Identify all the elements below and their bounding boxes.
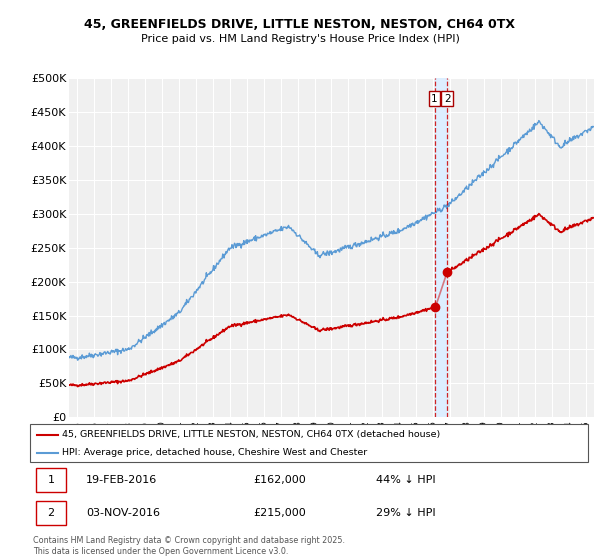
Text: 44% ↓ HPI: 44% ↓ HPI [376,475,436,484]
Text: 2: 2 [444,94,451,104]
Text: £162,000: £162,000 [253,475,306,484]
Text: 29% ↓ HPI: 29% ↓ HPI [376,508,436,517]
Text: 45, GREENFIELDS DRIVE, LITTLE NESTON, NESTON, CH64 0TX (detached house): 45, GREENFIELDS DRIVE, LITTLE NESTON, NE… [62,430,440,439]
Bar [436,78,448,417]
Text: 03-NOV-2016: 03-NOV-2016 [86,508,160,517]
Text: HPI: Average price, detached house, Cheshire West and Chester: HPI: Average price, detached house, Ches… [62,449,367,458]
Bar [35,468,66,492]
Text: 2: 2 [47,508,55,517]
Text: £215,000: £215,000 [253,508,306,517]
Text: Contains HM Land Registry data © Crown copyright and database right 2025.
This d: Contains HM Land Registry data © Crown c… [33,536,345,556]
Text: Price paid vs. HM Land Registry's House Price Index (HPI): Price paid vs. HM Land Registry's House … [140,34,460,44]
Text: 45, GREENFIELDS DRIVE, LITTLE NESTON, NESTON, CH64 0TX: 45, GREENFIELDS DRIVE, LITTLE NESTON, NE… [85,18,515,31]
Text: 19-FEB-2016: 19-FEB-2016 [86,475,157,484]
Text: 1: 1 [431,94,438,104]
Text: 1: 1 [47,475,55,484]
Bar [35,501,66,525]
